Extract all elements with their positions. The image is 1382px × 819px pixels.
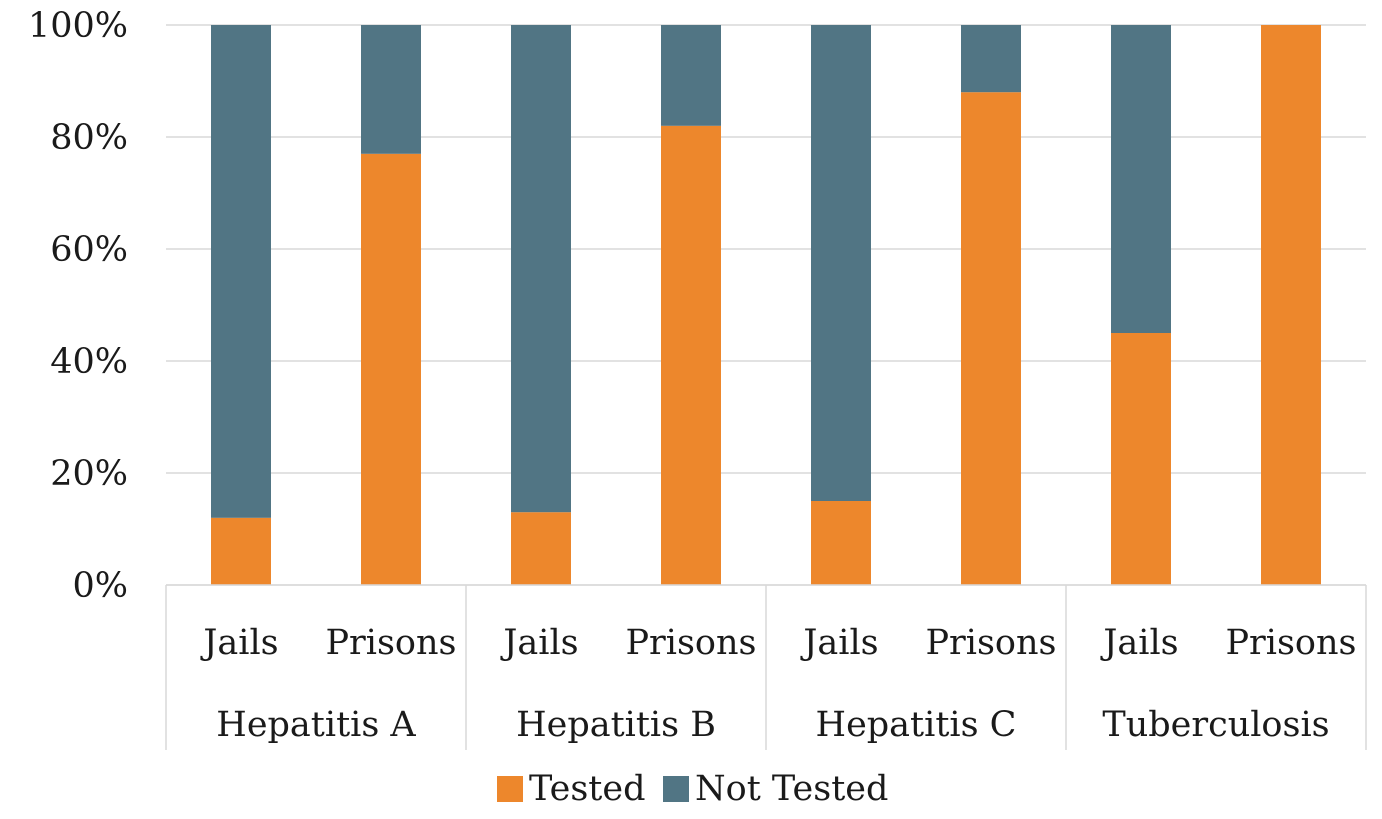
- x-axis-categories: Jails Prisons Jails Prisons Jails Prisons Jail…: [200, 623, 1356, 745]
- legend-swatch-not-tested: [663, 776, 689, 802]
- axes: [165, 584, 1367, 750]
- y-tick-label: 20%: [50, 454, 128, 494]
- y-tick-label: 0%: [72, 566, 128, 606]
- legend-label: Not Tested: [695, 769, 888, 809]
- y-axis-ticks: 0% 20% 40% 60% 80% 100%: [28, 6, 128, 606]
- bar-not-tested: [961, 25, 1021, 93]
- x-category-label: Prisons: [625, 623, 756, 663]
- x-category-label: Prisons: [925, 623, 1056, 663]
- x-group-label: Tuberculosis: [1102, 705, 1329, 745]
- x-category-label: Prisons: [1225, 623, 1356, 663]
- x-category-label: Jails: [200, 623, 278, 663]
- bar-tested: [811, 501, 871, 585]
- bar-not-tested: [811, 25, 871, 501]
- y-tick-label: 40%: [50, 342, 128, 382]
- x-category-label: Jails: [800, 623, 878, 663]
- legend: Tested Not Tested: [497, 769, 888, 809]
- bar-not-tested: [511, 25, 571, 513]
- y-tick-label: 60%: [50, 230, 128, 270]
- x-category-label: Jails: [500, 623, 578, 663]
- bar-tested: [511, 512, 571, 585]
- legend-swatch-tested: [497, 776, 523, 802]
- bar-tested: [211, 517, 271, 585]
- bar-not-tested: [211, 25, 271, 518]
- legend-label: Tested: [529, 769, 645, 809]
- bar-tested: [961, 92, 1021, 585]
- x-category-label: Jails: [1100, 623, 1178, 663]
- bar-not-tested: [361, 25, 421, 154]
- bar-tested: [1111, 333, 1171, 585]
- bar-tested: [1261, 25, 1321, 585]
- bar-not-tested: [661, 25, 721, 126]
- x-group-label: Hepatitis B: [516, 705, 716, 745]
- x-group-label: Hepatitis A: [216, 705, 416, 745]
- bars: [211, 25, 1321, 586]
- bar-not-tested: [1111, 25, 1171, 333]
- bar-tested: [661, 125, 721, 586]
- x-group-label: Hepatitis C: [816, 705, 1017, 745]
- bar-tested: [361, 153, 421, 586]
- y-tick-label: 100%: [28, 6, 128, 46]
- y-tick-label: 80%: [50, 118, 128, 158]
- x-category-label: Prisons: [325, 623, 456, 663]
- gridlines: [166, 24, 1366, 586]
